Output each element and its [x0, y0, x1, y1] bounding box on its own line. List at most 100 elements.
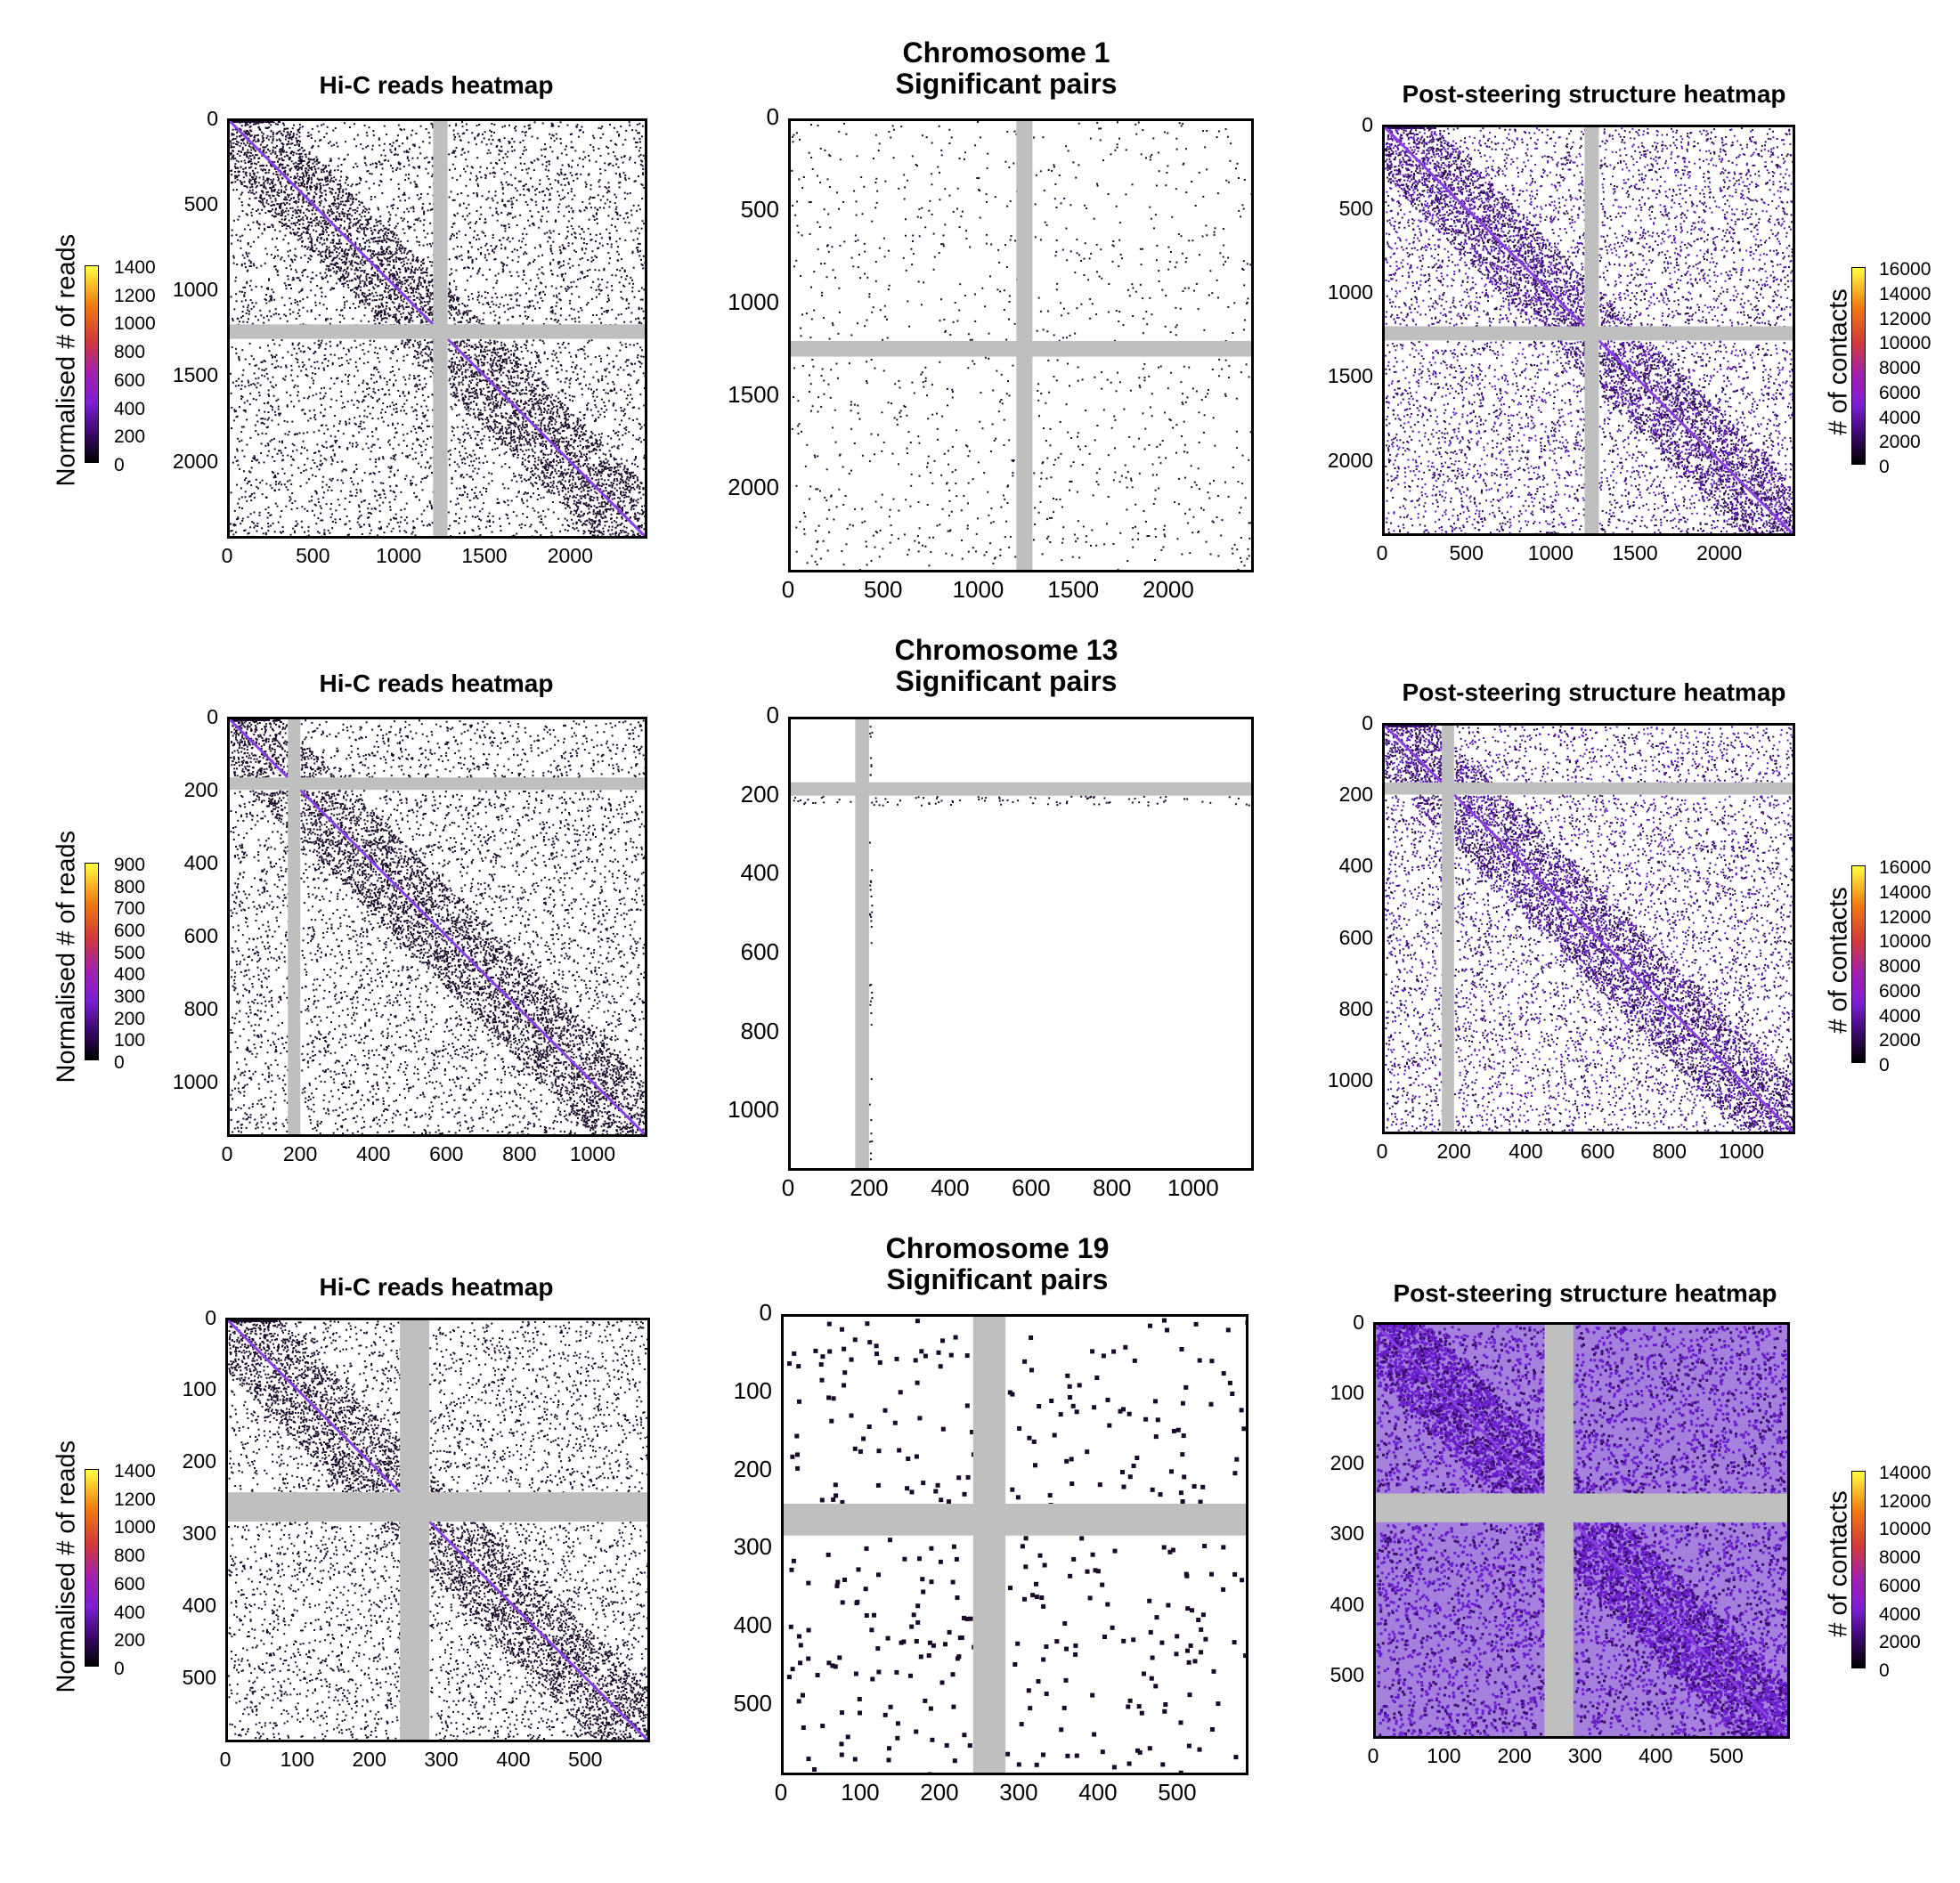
colorbar-tick-label: 12000: [1879, 908, 1931, 927]
colorbar-tick-label: 900: [114, 856, 145, 874]
post-steering-canvas: [1385, 127, 1793, 533]
x-tick-label: 200: [334, 1749, 405, 1770]
colorbar-tick-label: 1000: [114, 314, 156, 333]
y-tick-label: 1000: [1293, 282, 1373, 303]
row-chromosome-1: Normalised # of reads Hi-C reads heatmap…: [0, 0, 1960, 614]
post-steering-canvas: [1376, 1325, 1787, 1736]
colorbar-tick-label: 200: [114, 427, 145, 446]
post-title: Post-steering structure heatmap: [1371, 678, 1817, 707]
colorbar-tick-label: 400: [114, 1603, 145, 1622]
significant-pairs-map: [788, 118, 1254, 572]
y-tick-label: 1000: [1293, 1070, 1373, 1091]
colorbar-tick-label: 1200: [114, 1490, 156, 1509]
colorbar-tick-label: 10000: [1879, 334, 1931, 353]
colorbar-tick-label: 300: [114, 987, 145, 1006]
colorbar-tick-label: 16000: [1879, 858, 1931, 877]
colorbar-tick-label: 600: [114, 371, 145, 390]
x-tick-label: 1000: [1158, 1176, 1229, 1199]
y-tick-label: 500: [1284, 1665, 1364, 1685]
chromosome-title: Chromosome 1: [793, 37, 1220, 68]
x-tick-label: 500: [1142, 1781, 1213, 1804]
y-tick-label: 800: [699, 1019, 779, 1043]
y-tick-label: 0: [1293, 712, 1373, 734]
x-tick-label: 300: [406, 1749, 477, 1770]
x-tick-label: 600: [411, 1144, 482, 1165]
colorbar-tick-label: 6000: [1879, 384, 1921, 402]
x-tick-label: 2000: [1684, 543, 1755, 564]
colorbar-tick-label: 0: [1879, 1661, 1890, 1680]
significant-pairs-map: [788, 717, 1254, 1171]
hic-heatmap-canvas: [230, 719, 645, 1134]
colorbar-tick-label: 8000: [1879, 1548, 1921, 1567]
x-tick-label: 2000: [1133, 578, 1204, 601]
post-steering-canvas: [1385, 726, 1793, 1132]
post-colorbar: [1851, 267, 1866, 465]
x-tick-label: 1500: [1037, 578, 1109, 601]
y-tick-label: 1500: [1293, 366, 1373, 386]
y-tick-label: 0: [699, 105, 779, 128]
x-tick-label: 500: [549, 1749, 621, 1770]
colorbar-tick-label: 12000: [1879, 1492, 1931, 1511]
chromosome-title: Chromosome 13: [793, 635, 1220, 665]
y-tick-label: 100: [692, 1379, 772, 1402]
colorbar-tick-label: 0: [114, 456, 125, 475]
significant-title: Significant pairs: [793, 69, 1220, 99]
y-tick-label: 400: [136, 1595, 216, 1616]
colorbar-tick-label: 400: [114, 400, 145, 418]
y-tick-label: 200: [1284, 1453, 1364, 1473]
y-tick-label: 200: [138, 779, 218, 800]
colorbar-tick-label: 10000: [1879, 932, 1931, 951]
y-tick-label: 100: [1284, 1382, 1364, 1403]
post-title: Post-steering structure heatmap: [1362, 1279, 1808, 1308]
x-tick-label: 0: [1346, 1141, 1418, 1162]
y-tick-label: 100: [136, 1379, 216, 1400]
y-tick-label: 1000: [138, 280, 218, 300]
y-tick-label: 200: [136, 1451, 216, 1472]
colorbar-tick-label: 14000: [1879, 883, 1931, 902]
x-tick-label: 2000: [534, 546, 606, 566]
colorbar-tick-label: 0: [1879, 1056, 1890, 1075]
colorbar-tick-label: 2000: [1879, 1031, 1921, 1050]
y-tick-label: 200: [1293, 783, 1373, 805]
x-tick-label: 0: [745, 1781, 817, 1804]
colorbar-tick-label: 200: [114, 1010, 145, 1028]
y-tick-label: 0: [1293, 114, 1373, 135]
x-tick-label: 100: [1408, 1746, 1479, 1766]
colorbar-tick-label: 800: [114, 878, 145, 897]
y-tick-label: 0: [138, 108, 218, 129]
x-tick-label: 400: [338, 1144, 409, 1165]
x-tick-label: 600: [1562, 1141, 1633, 1162]
colorbar-tick-label: 12000: [1879, 310, 1931, 329]
hic-heatmap: [225, 1318, 650, 1742]
x-tick-label: 800: [484, 1144, 555, 1165]
x-tick-label: 800: [1634, 1141, 1705, 1162]
colorbar-tick-label: 8000: [1879, 359, 1921, 377]
y-tick-label: 500: [1293, 198, 1373, 219]
colorbar-tick-label: 400: [114, 965, 145, 984]
colorbar-tick-label: 800: [114, 1546, 145, 1565]
significant-pairs-map: [781, 1314, 1248, 1775]
y-tick-label: 1000: [138, 1071, 218, 1092]
x-tick-label: 0: [191, 546, 263, 566]
y-tick-label: 0: [136, 1307, 216, 1328]
x-tick-label: 400: [1620, 1746, 1691, 1766]
x-tick-label: 0: [752, 578, 824, 601]
y-tick-label: 1000: [699, 1098, 779, 1121]
x-tick-label: 800: [1077, 1176, 1148, 1199]
y-tick-label: 600: [699, 940, 779, 963]
colorbar-tick-label: 0: [114, 1053, 125, 1072]
post-steering-heatmap: [1382, 723, 1795, 1134]
x-tick-label: 0: [1346, 543, 1418, 564]
hic-colorbar: [85, 863, 99, 1060]
colorbar-tick-label: 8000: [1879, 957, 1921, 976]
x-tick-label: 200: [834, 1176, 905, 1199]
x-tick-label: 300: [983, 1781, 1054, 1804]
colorbar-tick-label: 1200: [114, 287, 156, 305]
y-tick-label: 1000: [699, 290, 779, 313]
x-tick-label: 300: [1549, 1746, 1621, 1766]
x-tick-label: 400: [1062, 1781, 1134, 1804]
colorbar-tick-label: 800: [114, 343, 145, 361]
x-tick-label: 500: [848, 578, 919, 601]
post-colorbar: [1851, 865, 1866, 1063]
